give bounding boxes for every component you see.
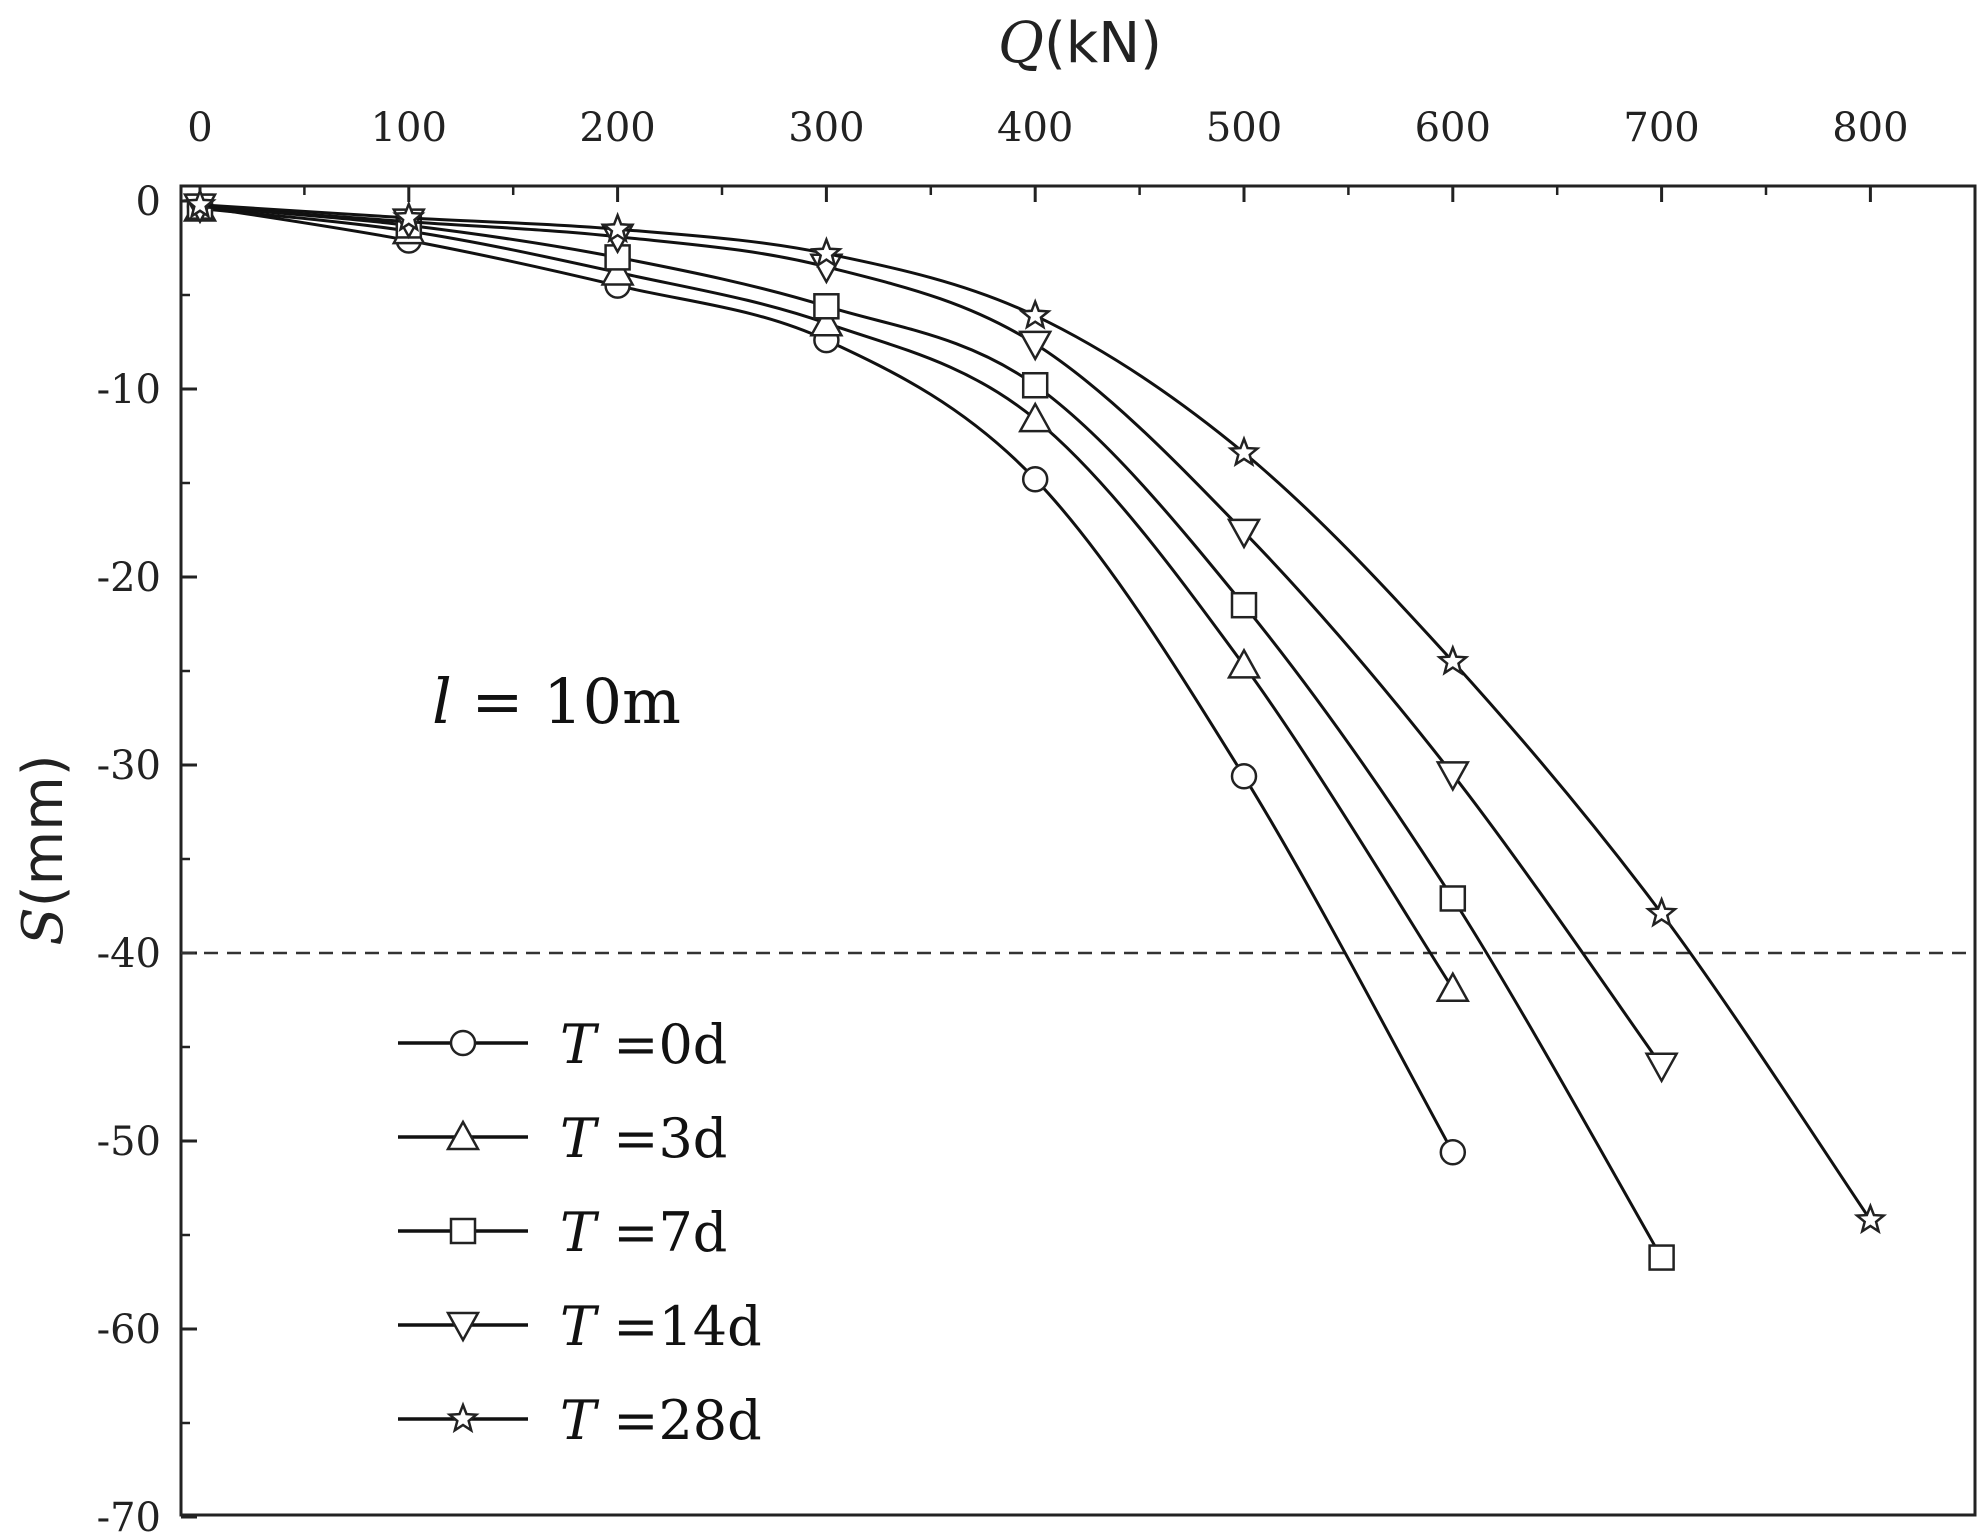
length-annotation-text: = 10m [452, 665, 681, 738]
y-tick-label: -30 [97, 743, 161, 789]
data-point [1435, 761, 1470, 792]
legend-marker [449, 1217, 477, 1245]
series-line-4 [199, 203, 1872, 1221]
legend-entry-1: T =3d [398, 1107, 727, 1170]
legend-entry-4: T =28d [398, 1389, 762, 1452]
legend-label: T =0d [560, 1013, 727, 1076]
x-axis-var: Q [998, 11, 1044, 76]
x-tick-label: 800 [1832, 105, 1908, 151]
x-tick-label: 300 [788, 105, 864, 151]
data-point [601, 211, 635, 244]
series-4 [183, 187, 1888, 1235]
legend-var: T [560, 1013, 600, 1076]
x-tick-label: 0 [187, 105, 212, 151]
y-tick-label: -60 [97, 1307, 161, 1353]
legend-entry-0: T =0d [398, 1013, 727, 1076]
data-point [1227, 435, 1261, 468]
data-point [813, 293, 840, 320]
x-tick-label: 700 [1623, 105, 1699, 151]
x-tick-label: 100 [371, 105, 447, 151]
data-point [1021, 371, 1049, 399]
legend-marker [445, 1119, 481, 1151]
data-point [1435, 971, 1470, 1002]
data-point [1644, 1052, 1679, 1084]
legend-value: =3d [596, 1107, 727, 1170]
data-point [1018, 298, 1052, 330]
x-tick-label: 400 [997, 105, 1073, 151]
data-point [809, 305, 844, 337]
legend-value: =28d [596, 1389, 762, 1452]
data-point [1021, 465, 1049, 493]
data-point [1644, 895, 1679, 928]
plot-frame [179, 184, 1977, 1517]
data-point [1853, 1202, 1888, 1235]
data-point [600, 254, 635, 286]
x-axis-title: Q(kN) [998, 11, 1162, 76]
legend-label: T =3d [560, 1107, 727, 1170]
legend-entry-3: T =14d [398, 1295, 762, 1358]
legend-value: =7d [596, 1201, 727, 1264]
y-axis-var: S [11, 907, 76, 945]
x-tick-label: 500 [1206, 105, 1282, 151]
legend-marker [445, 1311, 481, 1343]
x-axis-unit: (kN) [1044, 11, 1162, 76]
data-point [1648, 1244, 1675, 1271]
y-tick-label: -10 [97, 367, 161, 413]
data-point [1226, 647, 1262, 679]
data-point [1436, 644, 1470, 676]
x-tick-label: 200 [579, 105, 655, 151]
data-point [1439, 1139, 1467, 1166]
y-tick-label: -70 [97, 1495, 161, 1536]
data-point [1018, 330, 1053, 362]
data-point [183, 187, 217, 219]
legend-label: T =7d [560, 1201, 727, 1264]
data-point [1226, 518, 1262, 550]
y-tick-label: -40 [97, 931, 161, 977]
y-tick-label: -50 [97, 1119, 161, 1165]
y-axis-title: S(mm) [11, 754, 76, 945]
x-tick-label: 600 [1415, 105, 1491, 151]
legend-var: T [560, 1107, 600, 1170]
data-point [1230, 763, 1258, 790]
length-annotation: l = 10m [432, 665, 681, 738]
legend-marker [446, 1401, 480, 1434]
legend-var: T [560, 1389, 600, 1452]
y-tick-label: -20 [97, 555, 161, 601]
legend-entry-2: T =7d [398, 1201, 727, 1264]
legend-label: T =28d [560, 1389, 762, 1452]
legend-var: T [560, 1295, 600, 1358]
y-axis-unit: (mm) [11, 754, 76, 907]
data-point [809, 236, 844, 268]
legend-value: =14d [596, 1295, 762, 1358]
legend-marker [449, 1029, 477, 1057]
y-tick-label: 0 [136, 179, 161, 225]
length-annotation-var: l [432, 665, 452, 738]
data-point [1018, 401, 1053, 433]
legend-value: =0d [596, 1013, 727, 1076]
legend-label: T =14d [560, 1295, 762, 1358]
data-point [1230, 591, 1258, 619]
legend-var: T [560, 1201, 600, 1264]
data-point [392, 200, 426, 233]
data-point [1439, 885, 1467, 912]
